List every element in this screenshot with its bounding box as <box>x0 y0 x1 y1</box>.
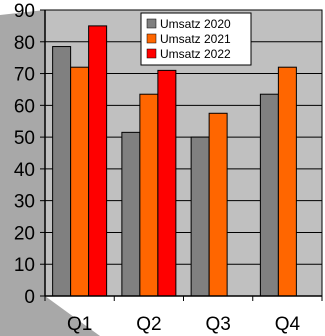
y-tick-label: 70 <box>14 65 35 86</box>
axes <box>40 9 323 301</box>
x-tick-label: Q2 <box>136 314 161 335</box>
legend-swatch <box>146 48 157 59</box>
x-axis-ticks: Q1 Q2 Q3 Q4 <box>67 314 301 335</box>
x-tick-label: Q4 <box>275 314 301 335</box>
chart-side-wall <box>0 10 100 336</box>
legend-label: Umsatz 2022 <box>160 47 231 61</box>
legend-label: Umsatz 2021 <box>160 32 231 46</box>
y-tick-label: 40 <box>14 160 35 181</box>
y-tick-label: 90 <box>14 1 35 22</box>
y-tick-label: 60 <box>14 96 35 117</box>
x-tick-label: Q3 <box>205 314 230 335</box>
y-tick-label: 80 <box>14 33 35 54</box>
bar-umsatz-2021-q2 <box>139 93 159 297</box>
legend-swatch <box>146 33 157 44</box>
bar-umsatz-2021-q1 <box>70 66 90 297</box>
bar-umsatz-2020-q4 <box>259 93 279 297</box>
y-tick-label: 20 <box>14 223 35 244</box>
bar-umsatz-2021-q4 <box>277 66 297 297</box>
y-tick-label: 50 <box>14 128 35 149</box>
bar-umsatz-2020-q1 <box>52 46 72 297</box>
bar-umsatz-2022-q2 <box>157 69 177 297</box>
bar-umsatz-2020-q2 <box>121 131 141 297</box>
bar-umsatz-2021-q3 <box>208 112 228 297</box>
y-tick-label: 30 <box>14 192 35 213</box>
bars <box>52 25 297 297</box>
y-tick-label: 0 <box>24 287 35 308</box>
x-tick-label: Q1 <box>67 314 92 335</box>
y-tick-label: 10 <box>14 255 35 276</box>
legend-box <box>140 12 252 66</box>
legend-swatch <box>146 18 157 29</box>
bar-umsatz-2022-q1 <box>88 25 108 297</box>
legend-label: Umsatz 2020 <box>160 17 231 31</box>
bar-umsatz-2020-q3 <box>190 136 210 297</box>
y-axis-ticks: 0 10 20 30 40 50 60 70 80 90 <box>14 1 35 308</box>
